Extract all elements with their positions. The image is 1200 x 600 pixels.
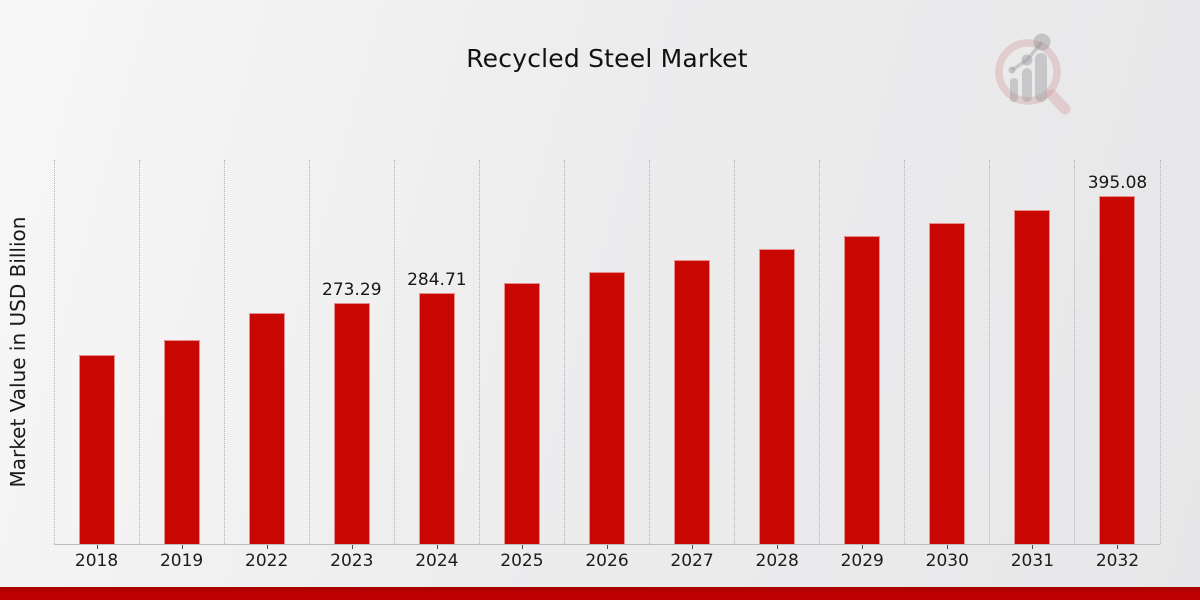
bar-2031 [1014, 209, 1051, 544]
bar-2023 [333, 303, 370, 544]
gridline [138, 160, 140, 544]
x-tick-2027 [692, 545, 694, 549]
gridline [1159, 160, 1161, 544]
x-tick-label-2026: 2026 [585, 551, 629, 571]
gridline [308, 160, 310, 544]
gridline [1074, 160, 1076, 544]
value-label-2023: 273.29 [322, 280, 382, 301]
x-tick-label-2018: 2018 [74, 551, 119, 571]
x-tick-label-2027: 2027 [670, 551, 714, 571]
bar-2030 [929, 223, 966, 544]
x-tick-label-2028: 2028 [755, 551, 799, 571]
x-tick-2019 [181, 545, 183, 549]
x-tick-label-2030: 2030 [925, 551, 969, 571]
bar-2028 [759, 248, 796, 544]
gridline [649, 160, 651, 544]
gridline [819, 160, 821, 544]
bar-2025 [503, 282, 540, 544]
footer-accent-bar [0, 587, 1200, 600]
x-tick-label-2029: 2029 [840, 551, 884, 571]
x-tick-2031 [1032, 545, 1034, 549]
y-axis-label: Market Value in USD Billion [6, 216, 30, 488]
value-label-2032: 395.08 [1087, 173, 1148, 194]
gridline [734, 160, 736, 544]
x-tick-label-2024: 2024 [415, 551, 459, 571]
bar-2026 [589, 271, 625, 544]
bar-2027 [674, 260, 711, 544]
x-tick-2025 [521, 545, 523, 549]
gridline [989, 160, 991, 544]
gridline [478, 160, 480, 544]
plot-area: 273.29 284.71 395.08 [53, 160, 1161, 544]
value-label-2024: 284.71 [407, 270, 467, 291]
x-tick-label-2022: 2022 [245, 551, 289, 571]
x-tick-2030 [947, 545, 949, 549]
x-tick-label-2031: 2031 [1010, 551, 1055, 571]
gridline [393, 160, 395, 544]
bar-2032 [1099, 196, 1136, 544]
x-tick-2024 [436, 545, 438, 549]
x-tick-label-2025: 2025 [500, 551, 544, 571]
bar-2018 [78, 354, 115, 544]
x-tick-2018 [96, 545, 98, 549]
bar-2024 [418, 293, 455, 544]
bar-2022 [248, 312, 285, 544]
x-axis-line [54, 544, 1160, 545]
x-tick-2026 [607, 545, 608, 549]
x-tick-label-2032: 2032 [1095, 551, 1140, 571]
gridline [53, 160, 55, 544]
bar-2019 [163, 339, 200, 544]
bar-2029 [844, 236, 881, 544]
chart-title: Recycled Steel Market [466, 44, 748, 73]
x-tick-2029 [862, 545, 864, 549]
x-tick-label-2019: 2019 [159, 551, 204, 571]
x-tick-2028 [777, 545, 779, 549]
gridline [904, 160, 906, 544]
x-tick-2032 [1117, 545, 1119, 549]
x-tick-2022 [266, 545, 268, 549]
x-tick-label-2023: 2023 [330, 551, 374, 571]
magnifier-bar-chart-logo-icon [995, 33, 1071, 115]
x-tick-2023 [351, 545, 353, 549]
gridline [223, 160, 225, 544]
gridline [563, 160, 565, 544]
